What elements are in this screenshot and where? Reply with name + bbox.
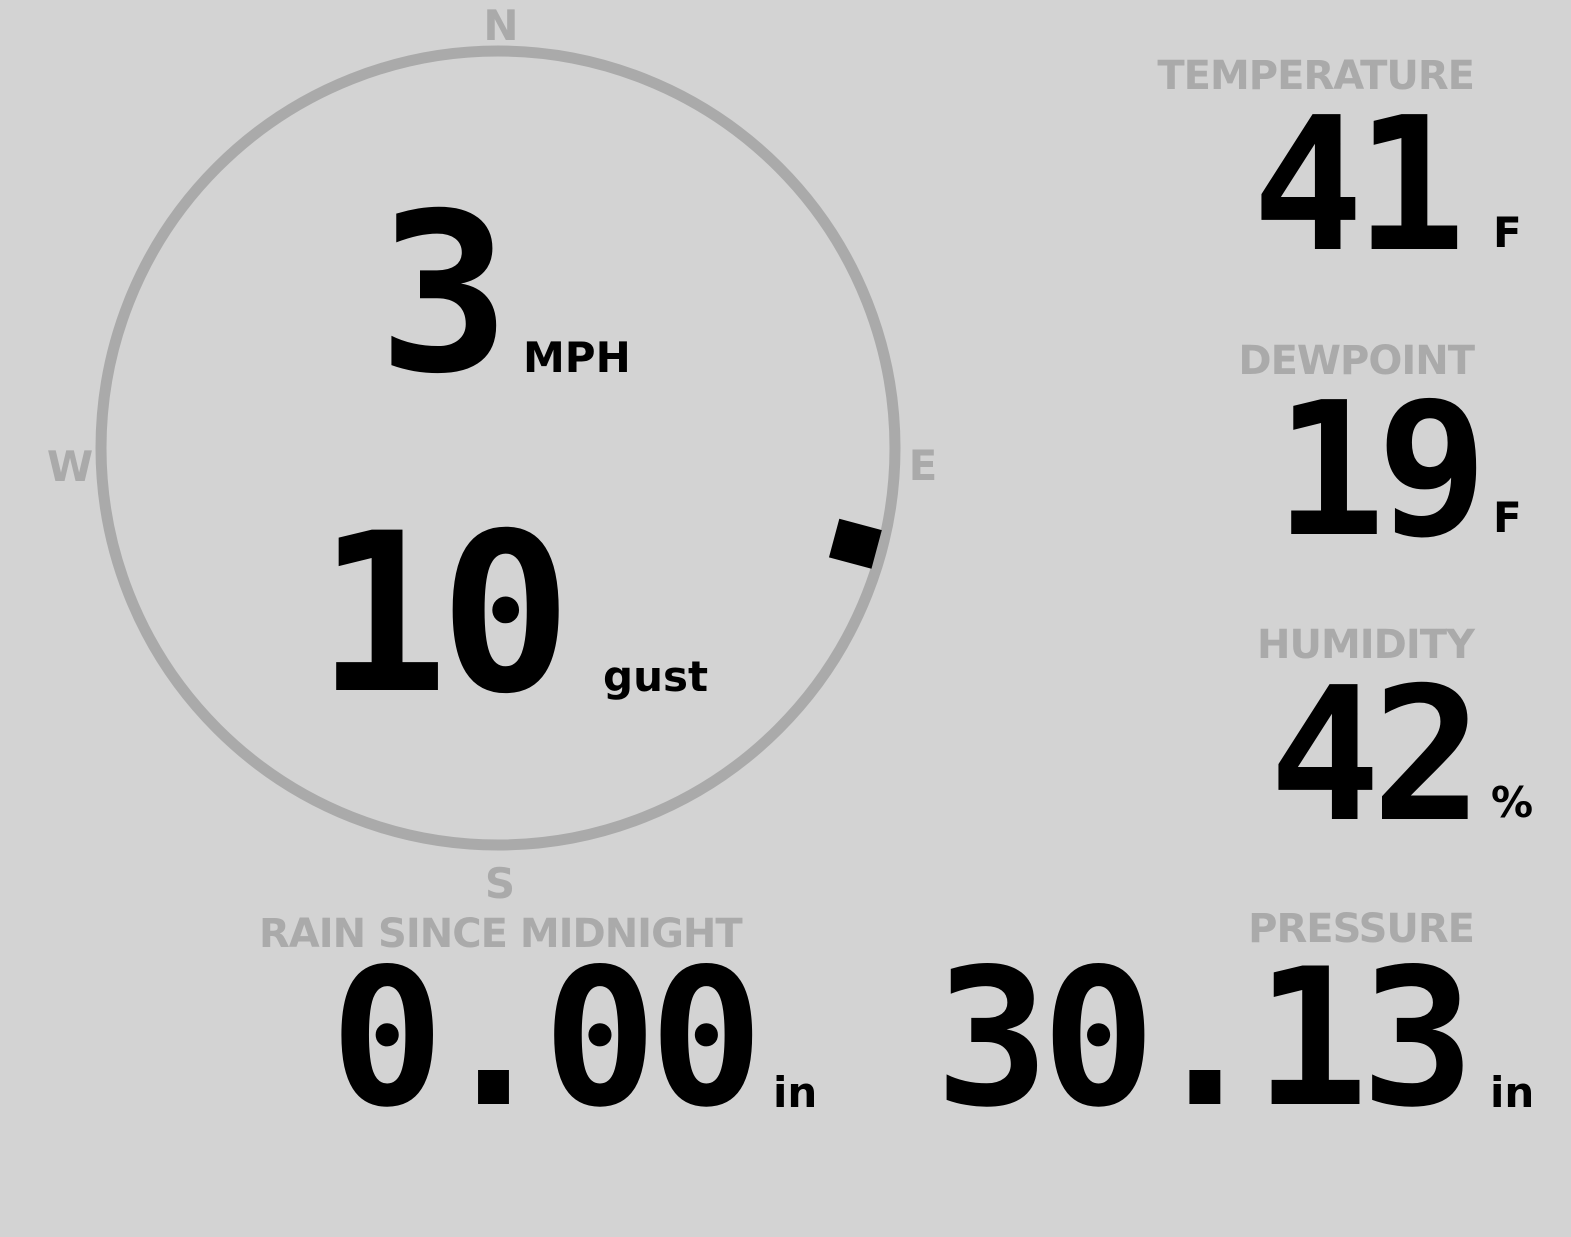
temperature-label: TEMPERATURE	[1157, 53, 1475, 99]
rain-unit: in	[773, 1068, 818, 1117]
temperature-unit: F	[1493, 208, 1522, 257]
pressure-value: 30.13	[935, 928, 1475, 1149]
compass-east: E	[909, 441, 938, 490]
compass-west: W	[47, 442, 93, 491]
compass-ring	[95, 45, 901, 851]
compass-south: S	[485, 859, 515, 908]
dewpoint-unit: F	[1493, 493, 1522, 542]
wind-direction-marker	[828, 518, 882, 569]
wind-speed-unit: MPH	[523, 333, 631, 382]
rain-label: RAIN SINCE MIDNIGHT	[259, 911, 743, 957]
wind-gust-value: 10	[316, 486, 572, 742]
temperature-value: 41	[1252, 77, 1466, 293]
humidity-value: 42	[1269, 647, 1483, 863]
compass-north: N	[483, 1, 518, 50]
humidity-label: HUMIDITY	[1257, 622, 1475, 668]
humidity-unit: %	[1491, 778, 1534, 827]
wind-speed-value: 3	[378, 166, 510, 422]
wind-gust-unit: gust	[603, 652, 709, 701]
dewpoint-label: DEWPOINT	[1238, 338, 1475, 384]
rain-value: 0.00	[330, 928, 764, 1149]
dewpoint-value: 19	[1274, 362, 1488, 578]
pressure-unit: in	[1490, 1068, 1535, 1117]
pressure-label: PRESSURE	[1248, 906, 1475, 952]
